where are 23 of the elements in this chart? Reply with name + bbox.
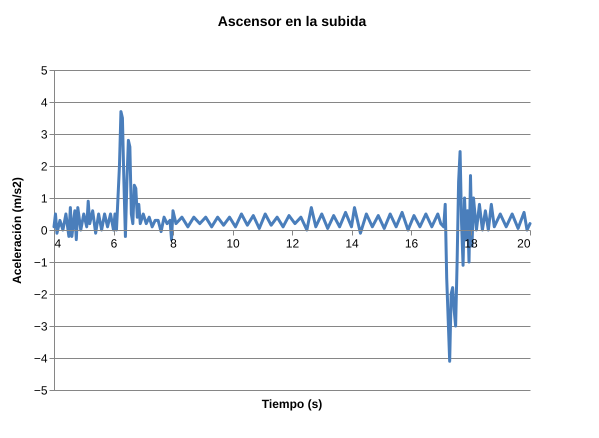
y-tick-label: −3 (34, 320, 48, 334)
x-tick-label: 14 (345, 236, 359, 250)
x-tick-label: 6 (110, 236, 118, 250)
x-tick-label: 16 (404, 236, 418, 250)
x-tick-label: 8 (170, 236, 178, 250)
x-tick-label: 10 (226, 236, 240, 250)
y-tick-label: 4 (40, 96, 48, 110)
chart-title: Ascensor en la subida (218, 13, 367, 29)
y-tick-label: −2 (34, 288, 48, 302)
y-axis-title: Aceleración (m/s2) (10, 177, 24, 284)
x-tick-label: 12 (286, 236, 300, 250)
y-tick-label: 1 (40, 192, 48, 206)
y-tick-label: −5 (34, 384, 48, 398)
x-tick-label: 4 (54, 236, 62, 250)
y-tick-label: 2 (40, 160, 48, 174)
x-axis-title: Tiempo (s) (262, 397, 322, 411)
y-tick-label: 0 (40, 224, 48, 238)
y-tick-label: 3 (40, 128, 48, 142)
x-tick-label: 20 (517, 236, 531, 250)
y-tick-label: 5 (40, 64, 48, 78)
line-series (52, 110, 532, 363)
y-tick-label: −1 (34, 256, 48, 270)
y-tick-label: −4 (34, 352, 48, 366)
